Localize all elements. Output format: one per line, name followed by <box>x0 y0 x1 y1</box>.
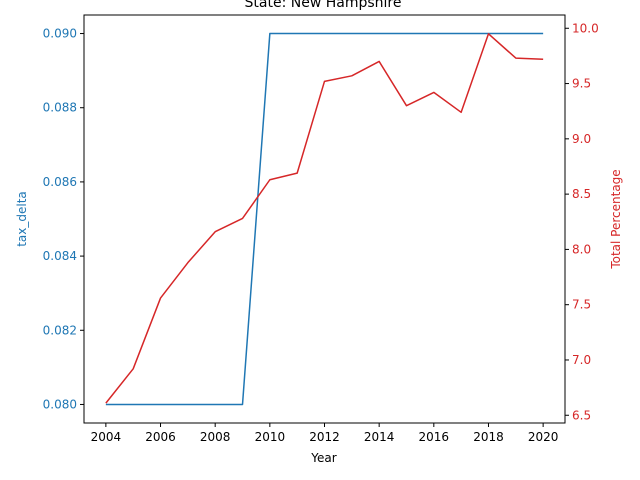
y-right-tick-label: 9.0 <box>572 132 591 146</box>
y-left-tick-label: 0.082 <box>43 323 77 337</box>
y-right-axis: 6.5 7.0 7.5 8.0 8.5 9.0 9.5 10.0 <box>565 21 599 422</box>
y-right-tick-label: 10.0 <box>572 21 599 35</box>
x-tick-label: 2004 <box>91 430 122 444</box>
x-tick-label: 2018 <box>473 430 504 444</box>
y-right-tick-label: 8.0 <box>572 242 591 256</box>
y-left-tick-label: 0.088 <box>43 101 77 115</box>
y-left-tick-label: 0.084 <box>43 249 77 263</box>
x-tick-label: 2008 <box>200 430 231 444</box>
y-left-tick-label: 0.090 <box>43 27 77 41</box>
y-right-tick-label: 9.5 <box>572 77 591 91</box>
y-left-tick-label: 0.080 <box>43 397 77 411</box>
chart-title: State: New Hampshire <box>245 0 402 11</box>
x-tick-label: 2014 <box>364 430 395 444</box>
y-right-axis-label: Total Percentage <box>609 169 623 269</box>
y-left-tick-label: 0.086 <box>43 175 77 189</box>
x-axis-label: Year <box>310 451 336 465</box>
series-layer <box>105 32 544 406</box>
x-tick-label: 2012 <box>309 430 340 444</box>
y-right-tick-label: 7.0 <box>572 353 591 367</box>
x-tick-label: 2010 <box>255 430 286 444</box>
y-left-axis: 0.080 0.082 0.084 0.086 0.088 0.090 <box>43 27 84 411</box>
x-tick-label: 2016 <box>419 430 450 444</box>
y-right-tick-label: 6.5 <box>572 408 591 422</box>
series-line-2 <box>105 33 544 404</box>
y-right-tick-label: 8.5 <box>572 187 591 201</box>
x-axis: 2004 2006 2008 2010 2012 2014 2016 2018 2020 <box>91 423 559 444</box>
series-line-1 <box>105 32 544 406</box>
y-right-tick-label: 7.5 <box>572 298 591 312</box>
y-left-axis-label: tax_delta <box>15 191 29 247</box>
x-tick-label: 2006 <box>145 430 176 444</box>
plot-frame <box>83 14 566 424</box>
x-tick-label: 2020 <box>528 430 559 444</box>
